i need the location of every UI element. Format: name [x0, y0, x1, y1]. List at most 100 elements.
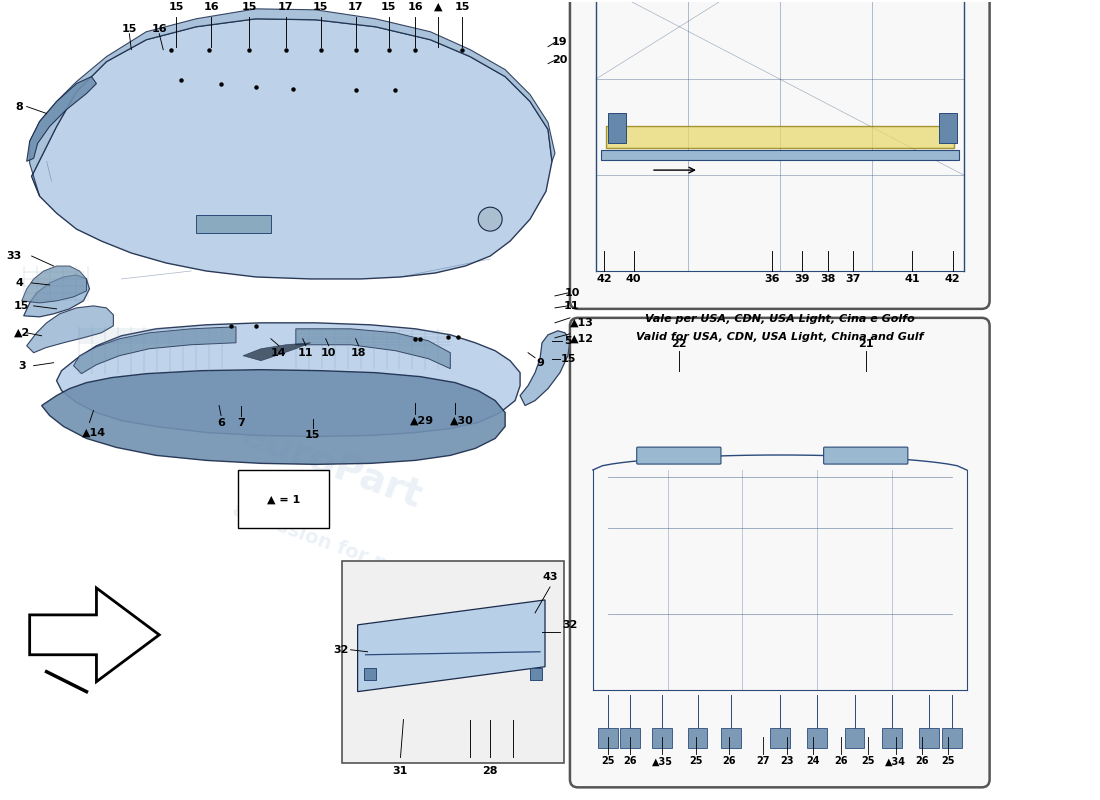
- Text: 40: 40: [626, 274, 641, 284]
- Polygon shape: [24, 275, 89, 317]
- Text: 26: 26: [835, 757, 848, 766]
- Text: ▲2: ▲2: [13, 328, 30, 338]
- Text: 23: 23: [781, 757, 794, 766]
- Text: 28: 28: [483, 766, 498, 776]
- FancyBboxPatch shape: [601, 150, 959, 160]
- Text: 16: 16: [204, 2, 219, 12]
- FancyBboxPatch shape: [938, 114, 957, 143]
- FancyBboxPatch shape: [882, 728, 902, 748]
- Text: ▲29: ▲29: [410, 415, 435, 426]
- Text: 15: 15: [381, 2, 396, 12]
- FancyBboxPatch shape: [364, 668, 375, 680]
- Text: 11: 11: [298, 348, 314, 358]
- Text: ▲: ▲: [434, 2, 442, 12]
- Polygon shape: [296, 329, 450, 369]
- FancyBboxPatch shape: [770, 728, 790, 748]
- Text: 25: 25: [689, 757, 703, 766]
- Text: 8: 8: [15, 102, 23, 111]
- Text: 39: 39: [794, 274, 810, 284]
- Text: 25: 25: [861, 757, 875, 766]
- FancyBboxPatch shape: [652, 728, 672, 748]
- FancyBboxPatch shape: [942, 728, 961, 748]
- Text: 10: 10: [564, 288, 580, 298]
- Text: 31: 31: [393, 766, 408, 776]
- Text: ▲13: ▲13: [570, 318, 594, 328]
- Polygon shape: [26, 306, 113, 353]
- FancyBboxPatch shape: [920, 728, 939, 748]
- FancyBboxPatch shape: [597, 728, 618, 748]
- Polygon shape: [520, 330, 570, 406]
- FancyBboxPatch shape: [620, 728, 640, 748]
- FancyBboxPatch shape: [342, 561, 564, 763]
- Text: 26: 26: [915, 757, 928, 766]
- Polygon shape: [22, 266, 87, 303]
- Text: 20: 20: [552, 54, 568, 65]
- FancyBboxPatch shape: [637, 447, 720, 464]
- Text: ▲14: ▲14: [81, 427, 106, 438]
- FancyBboxPatch shape: [606, 126, 954, 148]
- Polygon shape: [26, 77, 97, 162]
- Text: ▲35: ▲35: [651, 757, 672, 766]
- Text: Valid for USA, CDN, USA Light, China and Gulf: Valid for USA, CDN, USA Light, China and…: [636, 332, 924, 342]
- Text: 19: 19: [552, 37, 568, 46]
- FancyBboxPatch shape: [845, 728, 865, 748]
- Polygon shape: [56, 323, 520, 437]
- FancyBboxPatch shape: [570, 318, 990, 787]
- Text: 15: 15: [241, 2, 256, 12]
- Text: 21: 21: [858, 338, 873, 349]
- Text: 18: 18: [351, 348, 366, 358]
- Text: 9: 9: [536, 358, 544, 368]
- Text: Vale per USA, CDN, USA Light, Cina e Golfo: Vale per USA, CDN, USA Light, Cina e Gol…: [645, 314, 914, 324]
- Circle shape: [478, 207, 503, 231]
- Text: 15: 15: [122, 24, 138, 34]
- Polygon shape: [30, 588, 159, 682]
- Text: 42: 42: [945, 274, 960, 284]
- Text: 26: 26: [723, 757, 736, 766]
- Text: 26: 26: [624, 757, 637, 766]
- Text: 25: 25: [601, 757, 615, 766]
- Text: 25: 25: [942, 757, 955, 766]
- FancyBboxPatch shape: [530, 668, 542, 680]
- FancyBboxPatch shape: [722, 728, 741, 748]
- Text: 15: 15: [454, 2, 470, 12]
- Text: 7: 7: [238, 418, 245, 427]
- Text: 15: 15: [168, 2, 184, 12]
- Text: 5: 5: [564, 336, 572, 346]
- Text: 14: 14: [271, 348, 287, 358]
- Text: 17: 17: [278, 2, 294, 12]
- Text: 37: 37: [846, 274, 861, 284]
- Text: euroPart: euroPart: [234, 414, 427, 515]
- Text: 10: 10: [321, 348, 337, 358]
- FancyBboxPatch shape: [238, 470, 329, 528]
- FancyBboxPatch shape: [824, 447, 907, 464]
- FancyBboxPatch shape: [196, 215, 271, 233]
- Text: 41: 41: [904, 274, 920, 284]
- Polygon shape: [32, 18, 552, 279]
- Text: 6: 6: [217, 418, 226, 427]
- Polygon shape: [74, 327, 236, 374]
- Text: 33: 33: [7, 251, 21, 261]
- Polygon shape: [42, 370, 505, 464]
- Text: ▲12: ▲12: [570, 334, 594, 344]
- FancyBboxPatch shape: [608, 114, 626, 143]
- FancyBboxPatch shape: [688, 728, 707, 748]
- Text: 15: 15: [314, 2, 329, 12]
- FancyBboxPatch shape: [570, 0, 990, 309]
- Text: 15: 15: [560, 354, 575, 364]
- Text: 38: 38: [820, 274, 835, 284]
- Text: 32: 32: [333, 645, 349, 654]
- Text: 11: 11: [564, 301, 580, 311]
- Text: 15: 15: [14, 301, 30, 311]
- Text: 22: 22: [671, 338, 686, 349]
- Text: 15: 15: [305, 430, 320, 441]
- Text: 4: 4: [15, 278, 23, 288]
- Text: 43: 43: [542, 572, 558, 582]
- Text: 16: 16: [152, 24, 167, 34]
- Text: 16: 16: [408, 2, 424, 12]
- Text: 42: 42: [596, 274, 612, 284]
- Text: ▲34: ▲34: [886, 757, 906, 766]
- Text: a passion for parts: a passion for parts: [230, 500, 431, 588]
- Polygon shape: [358, 600, 544, 692]
- Polygon shape: [243, 342, 311, 361]
- Text: 24: 24: [806, 757, 821, 766]
